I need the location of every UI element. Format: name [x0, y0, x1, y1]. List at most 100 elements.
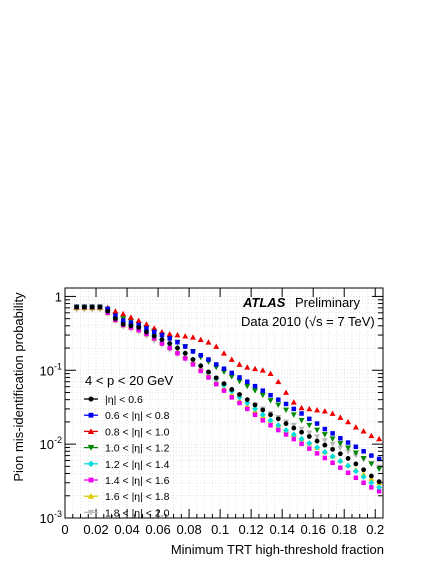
data-point — [213, 375, 219, 381]
data-point — [144, 329, 149, 335]
data-point — [236, 361, 243, 367]
data-point — [290, 412, 297, 418]
data-point — [190, 357, 196, 362]
data-point — [307, 416, 312, 422]
data-point — [205, 339, 212, 345]
data-point — [376, 479, 382, 485]
data-point — [151, 333, 157, 339]
data-point — [368, 473, 374, 479]
data-point — [268, 423, 273, 428]
data-point — [361, 467, 367, 473]
data-point — [174, 332, 181, 338]
legend-label: 1.4 < |η| < 1.6 — [105, 475, 170, 487]
data-point — [276, 397, 281, 402]
data-point — [291, 425, 297, 431]
data-point — [353, 444, 359, 450]
momentum-label: 4 < p < 20 GeV — [85, 373, 174, 388]
legend-label: 1.6 < |η| < 1.8 — [105, 491, 170, 503]
data-point — [221, 366, 227, 371]
data-point — [376, 489, 382, 494]
data-point — [244, 397, 250, 403]
data-point — [97, 304, 103, 310]
legend-item: 1.0 < |η| < 1.2 — [84, 443, 170, 455]
data-point — [283, 432, 289, 437]
data-point — [275, 416, 281, 422]
legend-item: 1.6 < |η| < 1.8 — [84, 491, 170, 503]
legend: |η| < 0.6 0.6 < |η| < 0.8 0.8 < |η| < 1.0 1… — [84, 394, 170, 519]
data-point — [298, 435, 305, 442]
x-tick-label: 0.02 — [83, 522, 108, 537]
data-point — [361, 449, 366, 454]
data-point — [105, 308, 111, 314]
data-point — [275, 378, 282, 385]
x-tick-label: 0.14 — [270, 522, 295, 537]
legend-marker — [87, 460, 95, 467]
data-point — [368, 461, 375, 467]
y-tick-label: 10-1 — [40, 361, 62, 378]
data-point — [144, 326, 149, 331]
data-point — [182, 350, 188, 356]
data-point — [299, 429, 304, 435]
data-point — [360, 473, 367, 480]
data-point — [338, 436, 343, 441]
data-point — [229, 370, 235, 376]
data-point — [268, 412, 273, 418]
data-point — [143, 321, 150, 327]
data-point — [237, 392, 242, 397]
data-point — [206, 375, 211, 380]
legend-item: 0.8 < |η| < 1.0 — [84, 426, 170, 438]
preliminary-label: Preliminary — [295, 295, 361, 310]
data-point — [353, 461, 359, 467]
data-point — [298, 417, 305, 424]
data-point — [252, 405, 259, 412]
data-point — [276, 427, 281, 433]
data-point — [267, 417, 274, 424]
x-tick-label: 0 — [61, 522, 68, 537]
data-point — [260, 418, 266, 423]
data-point — [252, 412, 258, 417]
data-point — [259, 392, 266, 399]
data-point — [368, 479, 375, 486]
data-point — [361, 480, 366, 486]
data-point — [352, 450, 359, 456]
x-tick-label: 0.08 — [176, 522, 201, 537]
data-point — [244, 400, 251, 407]
data-point — [298, 426, 305, 433]
data-point — [159, 337, 165, 343]
data-point — [159, 332, 165, 338]
data-point — [314, 434, 321, 440]
data-point — [120, 310, 127, 317]
data-point — [322, 455, 328, 461]
data-point — [221, 381, 227, 387]
data-point — [290, 399, 297, 405]
plot-frame — [64, 287, 384, 519]
data-point — [136, 325, 142, 330]
data-point — [314, 451, 320, 456]
x-tick-label: 0.16 — [301, 522, 326, 537]
data-point — [360, 428, 367, 434]
data-point — [128, 323, 134, 329]
data-point — [314, 444, 321, 451]
data-point — [306, 422, 313, 429]
data-point — [228, 374, 235, 380]
data-point — [167, 336, 172, 341]
legend-label: 1.0 < |η| < 1.2 — [105, 443, 170, 455]
data-point — [182, 344, 188, 349]
data-point — [213, 343, 220, 349]
data-point — [89, 304, 95, 310]
data-point — [275, 402, 282, 408]
data-point — [314, 427, 321, 434]
data-point — [236, 378, 243, 385]
data-point — [267, 398, 274, 404]
data-point — [120, 321, 126, 327]
data-point — [267, 370, 274, 377]
legend-marker — [88, 412, 94, 418]
data-point — [136, 322, 141, 328]
data-point — [283, 389, 290, 395]
legend-marker — [88, 477, 94, 483]
data-point — [376, 466, 383, 473]
series-1 — [74, 304, 382, 462]
y-tick-label: 10-3 — [40, 509, 62, 526]
data-point — [337, 414, 344, 420]
data-point — [306, 440, 313, 447]
